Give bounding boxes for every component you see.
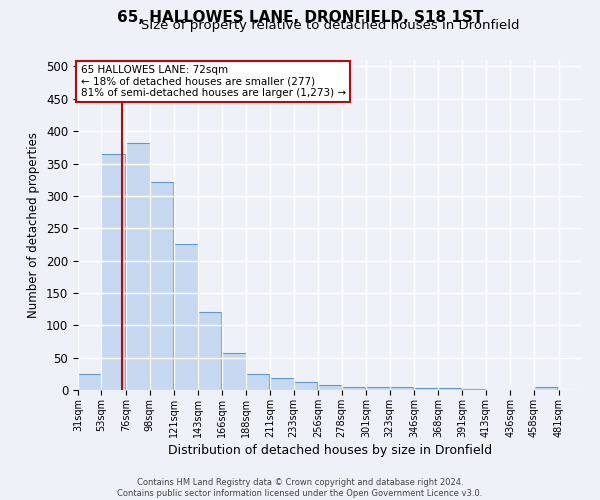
Bar [463,388,486,390]
Bar [222,353,245,390]
Bar [101,154,125,390]
Title: Size of property relative to detached houses in Dronfield: Size of property relative to detached ho… [141,20,519,32]
X-axis label: Distribution of detached houses by size in Dronfield: Distribution of detached houses by size … [168,444,492,457]
Bar [390,388,413,390]
Bar [149,182,173,390]
Bar [367,388,390,390]
Bar [126,143,149,390]
Bar [534,388,557,390]
Text: 65 HALLOWES LANE: 72sqm
← 18% of detached houses are smaller (277)
81% of semi-d: 65 HALLOWES LANE: 72sqm ← 18% of detache… [80,65,346,98]
Bar [197,312,221,390]
Text: Contains HM Land Registry data © Crown copyright and database right 2024.
Contai: Contains HM Land Registry data © Crown c… [118,478,482,498]
Y-axis label: Number of detached properties: Number of detached properties [28,132,40,318]
Bar [245,374,269,390]
Bar [318,386,342,390]
Bar [415,388,438,390]
Bar [270,378,293,390]
Bar [293,382,317,390]
Bar [438,388,461,390]
Bar [78,374,101,390]
Bar [342,387,365,390]
Bar [174,244,197,390]
Text: 65, HALLOWES LANE, DRONFIELD, S18 1ST: 65, HALLOWES LANE, DRONFIELD, S18 1ST [117,10,483,25]
